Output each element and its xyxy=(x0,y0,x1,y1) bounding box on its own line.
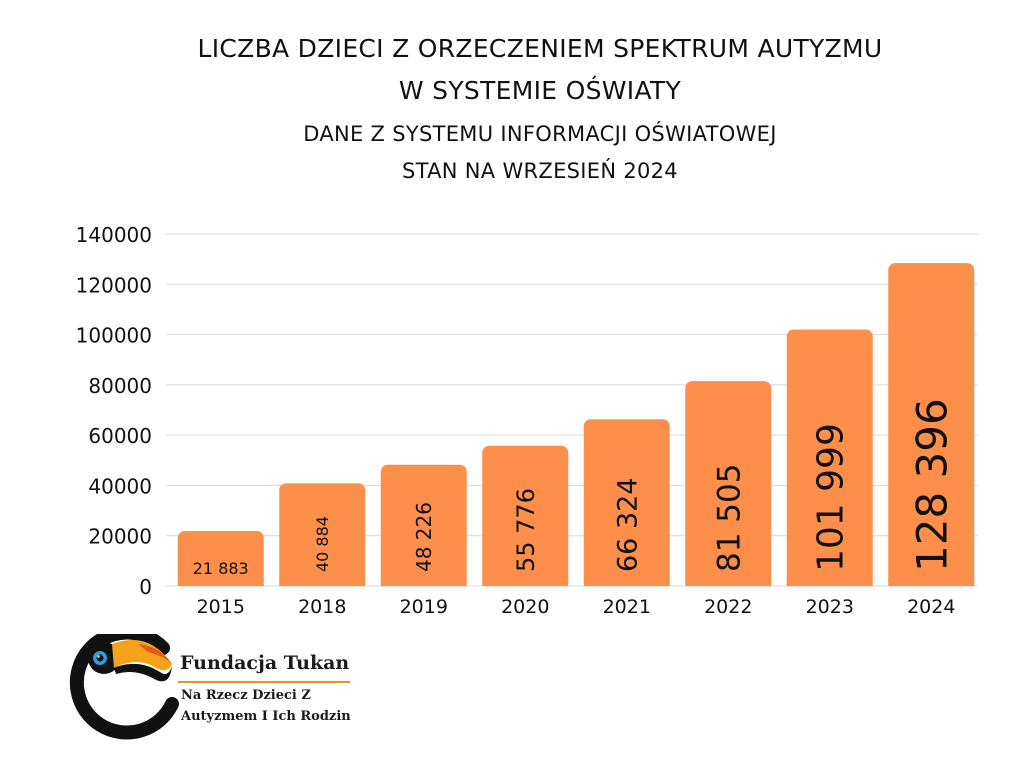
y-tick-label: 20000 xyxy=(88,525,152,549)
y-tick-label: 80000 xyxy=(88,374,152,398)
x-tick-label: 2020 xyxy=(501,596,549,618)
y-tick-label: 60000 xyxy=(88,424,152,448)
brand-divider xyxy=(178,681,350,683)
bar-base-2015 xyxy=(177,578,264,586)
x-tick-label: 2022 xyxy=(704,596,752,618)
y-tick-label: 140000 xyxy=(76,223,152,247)
bar-2018 xyxy=(279,483,366,586)
bar-chart: 020000400006000080000100000120000140000 … xyxy=(76,223,978,618)
bar-2023 xyxy=(786,329,873,586)
bar-base-2024 xyxy=(888,578,975,586)
bar-value-label: 81 505 xyxy=(711,464,747,572)
x-tick-label: 2021 xyxy=(603,596,651,618)
bar-value-label: 101 999 xyxy=(811,423,852,572)
chart-subtitle-line-1: DANE Z SYSTEMU INFORMACJI OŚWIATOWEJ xyxy=(303,122,777,146)
y-tick-label: 40000 xyxy=(88,474,152,498)
y-tick-label: 120000 xyxy=(76,273,152,297)
bar-2019 xyxy=(380,464,467,586)
bar-2020 xyxy=(482,445,569,586)
bar-base-2020 xyxy=(482,578,569,586)
brand-tagline-line-2: Autyzmem I Ich Rodzin xyxy=(181,709,351,724)
bar-2024 xyxy=(888,263,975,586)
bar-value-label: 21 883 xyxy=(193,559,249,578)
brand-name: Fundacja Tukan xyxy=(180,652,350,674)
bar-value-label: 48 226 xyxy=(412,502,436,572)
bars: 21 883 40 884 48 226 55 776 66 324 81 505 101 … xyxy=(177,263,975,586)
bar-base-2021 xyxy=(583,578,670,586)
brand-tagline-line-1: Na Rzecz Dzieci Z xyxy=(181,688,311,703)
bar-2022 xyxy=(685,381,772,586)
x-tick-label: 2019 xyxy=(400,596,448,618)
x-tick-label: 2015 xyxy=(197,596,245,618)
chart-title-line-2: W SYSTEMIE OŚWIATY xyxy=(398,76,682,105)
x-tick-label: 2024 xyxy=(907,596,955,618)
brand-logo: Fundacja Tukan Na Rzecz Dzieci Z Autyzme… xyxy=(68,634,368,754)
bar-base-2018 xyxy=(279,578,366,586)
bar-value-label: 55 776 xyxy=(512,488,540,572)
y-tick-label: 0 xyxy=(139,575,152,599)
x-tick-label: 2018 xyxy=(298,596,346,618)
bar-base-2022 xyxy=(685,578,772,586)
bar-value-label: 128 396 xyxy=(907,398,956,572)
chart-subtitle-line-2: STAN NA WRZESIEŃ 2024 xyxy=(402,159,678,183)
x-tick-label: 2023 xyxy=(806,596,854,618)
y-axis: 0 20000 40000 60000 80000 100000 120000 140000 xyxy=(76,223,152,599)
y-tick-label: 100000 xyxy=(76,324,152,348)
bar-value-label: 40 884 xyxy=(313,516,332,572)
bar-base-2019 xyxy=(380,578,467,586)
bar-value-label: 66 324 xyxy=(612,478,643,572)
bar-2015 xyxy=(177,530,264,586)
bar-base-2023 xyxy=(786,578,873,586)
chart-title-line-1: LICZBA DZIECI Z ORZECZENIEM SPEKTRUM AUT… xyxy=(197,34,883,63)
x-axis: 2015 2018 2019 2020 2021 2022 2023 2024 xyxy=(197,596,956,618)
toucan-icon xyxy=(69,634,179,740)
bar-2021 xyxy=(583,419,670,586)
